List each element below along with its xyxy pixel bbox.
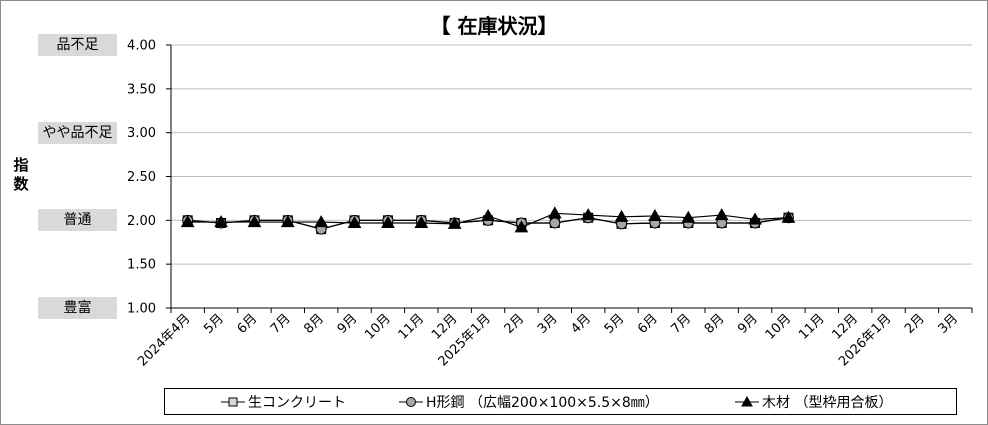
circle-marker-icon bbox=[399, 397, 423, 407]
data-point-triangle bbox=[481, 208, 495, 221]
x-tick-label: 2月 bbox=[902, 311, 928, 337]
y-tick-label: 3.00 bbox=[127, 126, 156, 141]
x-tick-label: 6月 bbox=[235, 311, 261, 337]
x-tick-label: 5月 bbox=[201, 311, 227, 337]
data-point-triangle bbox=[314, 215, 329, 228]
data-point-triangle bbox=[681, 210, 696, 223]
x-tick-label: 5月 bbox=[602, 311, 628, 337]
legend-label-h-steel: H形鋼 （広幅200×100×5.5×8㎜） bbox=[426, 395, 659, 411]
x-tick-label: 10月 bbox=[763, 311, 794, 342]
chart-title: 【 在庫状況】 bbox=[430, 14, 558, 38]
x-tick-label: 11月 bbox=[396, 311, 427, 342]
level-label-normal: 普通 bbox=[38, 209, 117, 231]
level-label-abundant: 豊富 bbox=[38, 297, 117, 319]
data-point-circle bbox=[549, 217, 561, 229]
y-tick-label: 2.50 bbox=[127, 170, 156, 185]
data-point-triangle bbox=[347, 215, 362, 228]
legend-item-h-steel: H形鋼 （広幅200×100×5.5×8㎜） bbox=[399, 392, 659, 412]
x-tick-label: 2月 bbox=[502, 311, 528, 337]
square-marker-icon bbox=[221, 397, 245, 407]
legend: 生コンクリート H形鋼 （広幅200×100×5.5×8㎜） 木材 （型枠用合板… bbox=[164, 388, 957, 415]
y-tick-label: 1.50 bbox=[127, 258, 156, 273]
level-label-slight-shortage: やや品不足 bbox=[38, 122, 117, 144]
legend-item-timber: 木材 （型枠用合板） bbox=[735, 392, 892, 412]
x-tick-label: 11月 bbox=[796, 311, 827, 342]
data-point-triangle bbox=[447, 216, 462, 229]
legend-label-concrete: 生コンクリート bbox=[248, 395, 346, 411]
x-tick-label: 8月 bbox=[702, 311, 728, 337]
legend-label-timber: 木材 （型枠用合板） bbox=[762, 395, 893, 411]
level-label-shortage: 品不足 bbox=[38, 34, 117, 56]
data-point-triangle bbox=[414, 215, 429, 228]
x-tick-label: 8月 bbox=[301, 311, 327, 337]
data-point-triangle bbox=[781, 210, 796, 223]
x-tick-label: 10月 bbox=[362, 311, 393, 342]
data-point-triangle bbox=[280, 215, 295, 228]
y-tick-label: 4.00 bbox=[127, 39, 156, 54]
x-tick-label: 3月 bbox=[935, 311, 961, 337]
x-tick-label: 7月 bbox=[268, 311, 294, 337]
y-tick-label: 1.00 bbox=[127, 302, 156, 317]
data-point-triangle bbox=[748, 212, 762, 225]
y-tick-label: 3.50 bbox=[127, 82, 156, 97]
data-point-triangle bbox=[214, 215, 228, 228]
data-point-triangle bbox=[648, 208, 662, 221]
x-tick-label: 2024年4月 bbox=[135, 311, 193, 369]
x-tick-label: 4月 bbox=[568, 311, 594, 337]
data-point-triangle bbox=[247, 215, 262, 228]
x-tick-label: 6月 bbox=[635, 311, 661, 337]
data-point-triangle bbox=[714, 208, 729, 221]
x-tick-label: 9月 bbox=[735, 311, 761, 337]
y-axis-title: 指数 bbox=[13, 156, 29, 193]
x-tick-label: 9月 bbox=[335, 311, 361, 337]
x-tick-label: 7月 bbox=[668, 311, 694, 337]
data-point-triangle bbox=[547, 206, 562, 219]
data-point-triangle bbox=[381, 215, 395, 228]
y-tick-label: 2.00 bbox=[127, 214, 156, 229]
data-point-triangle bbox=[581, 208, 596, 221]
x-tick-label: 3月 bbox=[535, 311, 561, 337]
legend-item-concrete: 生コンクリート bbox=[221, 392, 346, 412]
data-point-triangle bbox=[614, 209, 629, 222]
data-point-triangle bbox=[514, 220, 529, 233]
data-point-triangle bbox=[180, 215, 195, 228]
triangle-marker-icon bbox=[735, 396, 759, 407]
